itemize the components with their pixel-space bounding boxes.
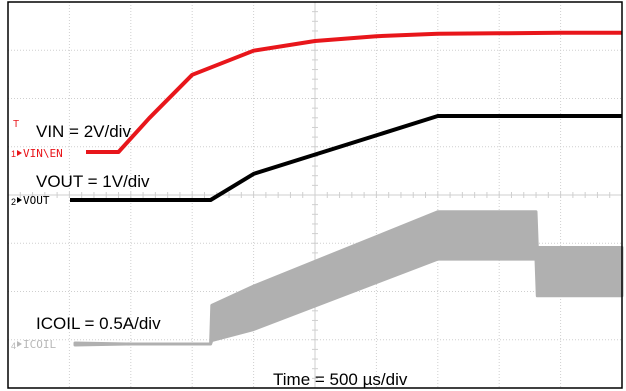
ch4-marker: 4 <box>11 341 16 351</box>
time-scale-label: Time = 500 µs/div <box>273 370 408 389</box>
ch1-name: VIN\EN <box>23 147 63 160</box>
ch1-scale-label: VIN = 2V/div <box>36 122 131 141</box>
ch4-name: ICOIL <box>23 338 56 351</box>
trigger-marker: T <box>13 119 19 130</box>
screen-border <box>7 1 623 389</box>
ch4-arrow-icon <box>17 341 22 347</box>
ch4-scale-label: ICOIL = 0.5A/div <box>36 314 161 333</box>
ch1-arrow-icon <box>17 150 22 156</box>
ch2-arrow-icon <box>17 197 22 203</box>
ch1-marker: 1 <box>11 149 16 159</box>
ch2-name: VOUT <box>23 194 50 207</box>
ch2-marker: 2 <box>11 197 16 207</box>
vin-en-trace <box>86 30 622 154</box>
vout-trace <box>70 114 622 202</box>
ch2-scale-label: VOUT = 1V/div <box>36 172 150 191</box>
traces <box>70 30 624 347</box>
